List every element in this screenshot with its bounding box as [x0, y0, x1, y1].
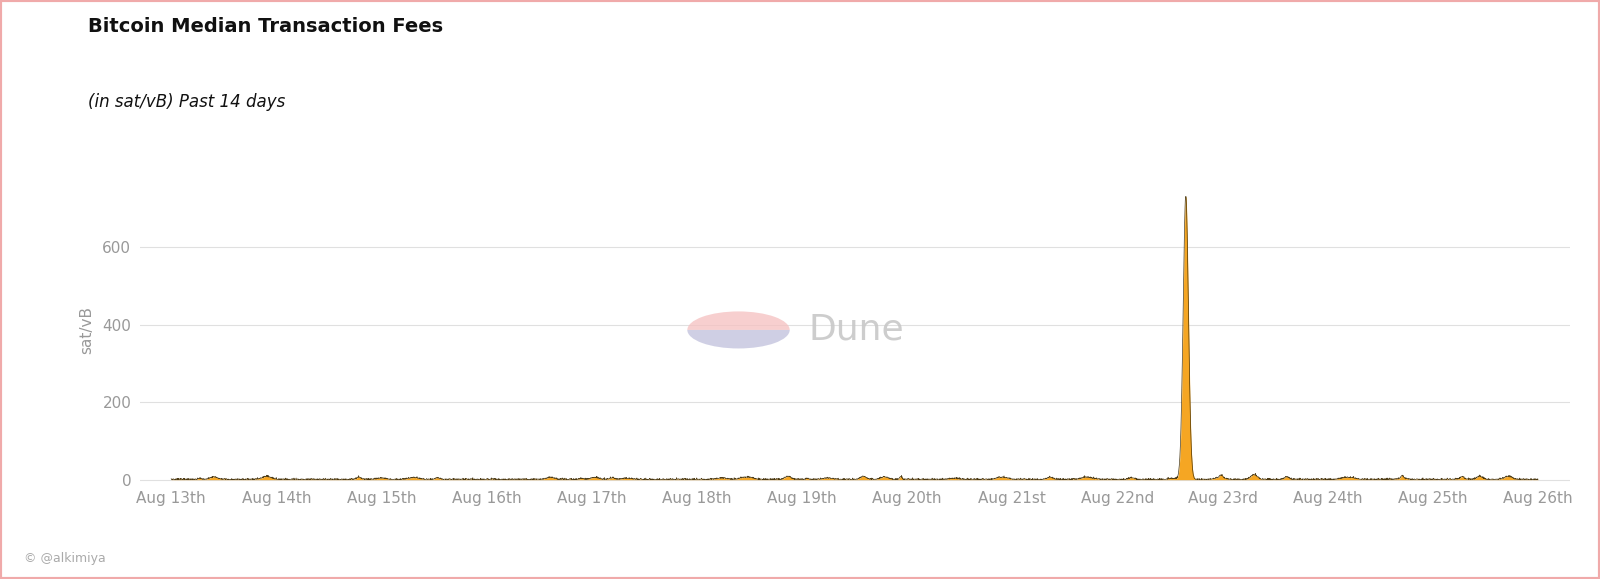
Text: © @alkimiya: © @alkimiya [24, 552, 106, 565]
Y-axis label: sat/vB: sat/vB [78, 306, 94, 354]
Text: (in sat/vB) Past 14 days: (in sat/vB) Past 14 days [88, 93, 285, 111]
Text: Dune: Dune [810, 313, 904, 347]
Text: Bitcoin Median Transaction Fees: Bitcoin Median Transaction Fees [88, 17, 443, 36]
